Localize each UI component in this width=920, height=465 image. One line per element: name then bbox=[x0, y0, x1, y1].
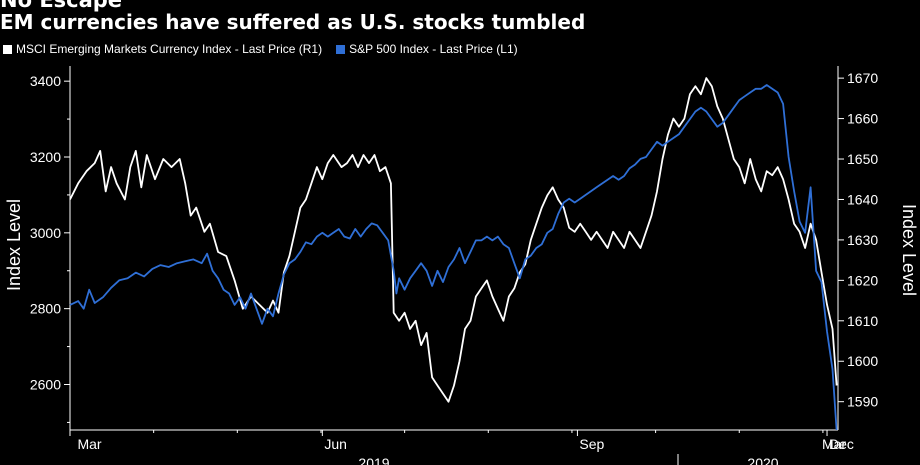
x-month-label: Jun bbox=[324, 436, 347, 452]
x-month-label: Sep bbox=[579, 436, 604, 452]
right-tick-label: 1630 bbox=[847, 232, 878, 248]
chart-title: EM currencies have suffered as U.S. stoc… bbox=[0, 10, 586, 34]
legend-label-sp500: S&P 500 Index - Last Price (L1) bbox=[349, 42, 518, 56]
legend-swatch-msci bbox=[3, 44, 12, 54]
right-tick-label: 1620 bbox=[847, 272, 878, 288]
left-tick-label: 3400 bbox=[30, 73, 61, 89]
right-axis-title: Index Level bbox=[899, 204, 919, 296]
right-tick-label: 1640 bbox=[847, 191, 878, 207]
series-line-msci bbox=[69, 77, 838, 403]
title-block: No Escape EM currencies have suffered as… bbox=[0, 0, 920, 34]
right-tick-label: 1600 bbox=[847, 353, 878, 369]
x-month-label: Mar bbox=[822, 436, 846, 452]
left-tick-label: 2800 bbox=[30, 301, 61, 317]
x-year-label: 2020 bbox=[747, 455, 778, 465]
left-axis-title: Index Level bbox=[4, 199, 24, 291]
x-month-label: Dec bbox=[829, 436, 854, 452]
left-tick-label: 2600 bbox=[30, 377, 61, 393]
left-tick-label: 3000 bbox=[30, 225, 61, 241]
right-tick-label: 1650 bbox=[847, 151, 878, 167]
left-tick-label: 3200 bbox=[30, 149, 61, 165]
right-tick-label: 1610 bbox=[847, 313, 878, 329]
legend-item-msci: MSCI Emerging Markets Currency Index - L… bbox=[3, 42, 322, 56]
x-month-label: Mar bbox=[77, 436, 101, 452]
legend-item-sp500: S&P 500 Index - Last Price (L1) bbox=[336, 42, 518, 56]
chart-supertitle: No Escape bbox=[0, 0, 123, 12]
legend-label-msci: MSCI Emerging Markets Currency Index - L… bbox=[16, 42, 323, 56]
right-tick-label: 1670 bbox=[847, 70, 878, 86]
right-tick-label: 1660 bbox=[847, 111, 878, 127]
right-tick-label: 1590 bbox=[847, 394, 878, 410]
series-line-sp500 bbox=[69, 84, 838, 431]
x-year-label: 2019 bbox=[358, 455, 389, 465]
legend: MSCI Emerging Markets Currency Index - L… bbox=[3, 42, 518, 56]
legend-swatch-sp500 bbox=[336, 44, 346, 54]
